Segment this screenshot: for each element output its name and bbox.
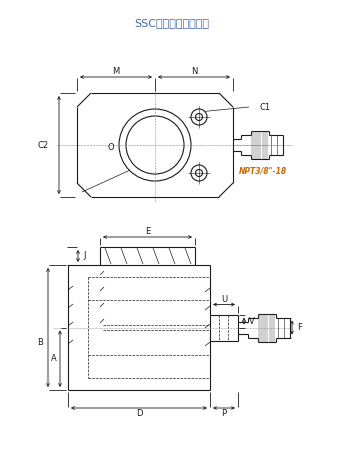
Text: N: N xyxy=(191,68,197,77)
Text: M: M xyxy=(112,68,120,77)
Text: B: B xyxy=(37,338,43,347)
Text: C1: C1 xyxy=(259,103,270,112)
Text: J: J xyxy=(83,252,86,261)
Text: P: P xyxy=(222,410,227,419)
Text: D: D xyxy=(136,410,142,419)
Text: A: A xyxy=(51,354,57,363)
Text: O: O xyxy=(107,143,114,152)
Text: V: V xyxy=(249,316,255,326)
Text: E: E xyxy=(145,227,150,237)
Text: C2: C2 xyxy=(38,140,49,149)
Text: F: F xyxy=(297,323,302,332)
Text: SSC单作用超薄千斤顶: SSC单作用超薄千斤顶 xyxy=(135,18,209,28)
Text: U: U xyxy=(221,295,227,304)
Text: NPT3/8"-18: NPT3/8"-18 xyxy=(239,167,287,176)
